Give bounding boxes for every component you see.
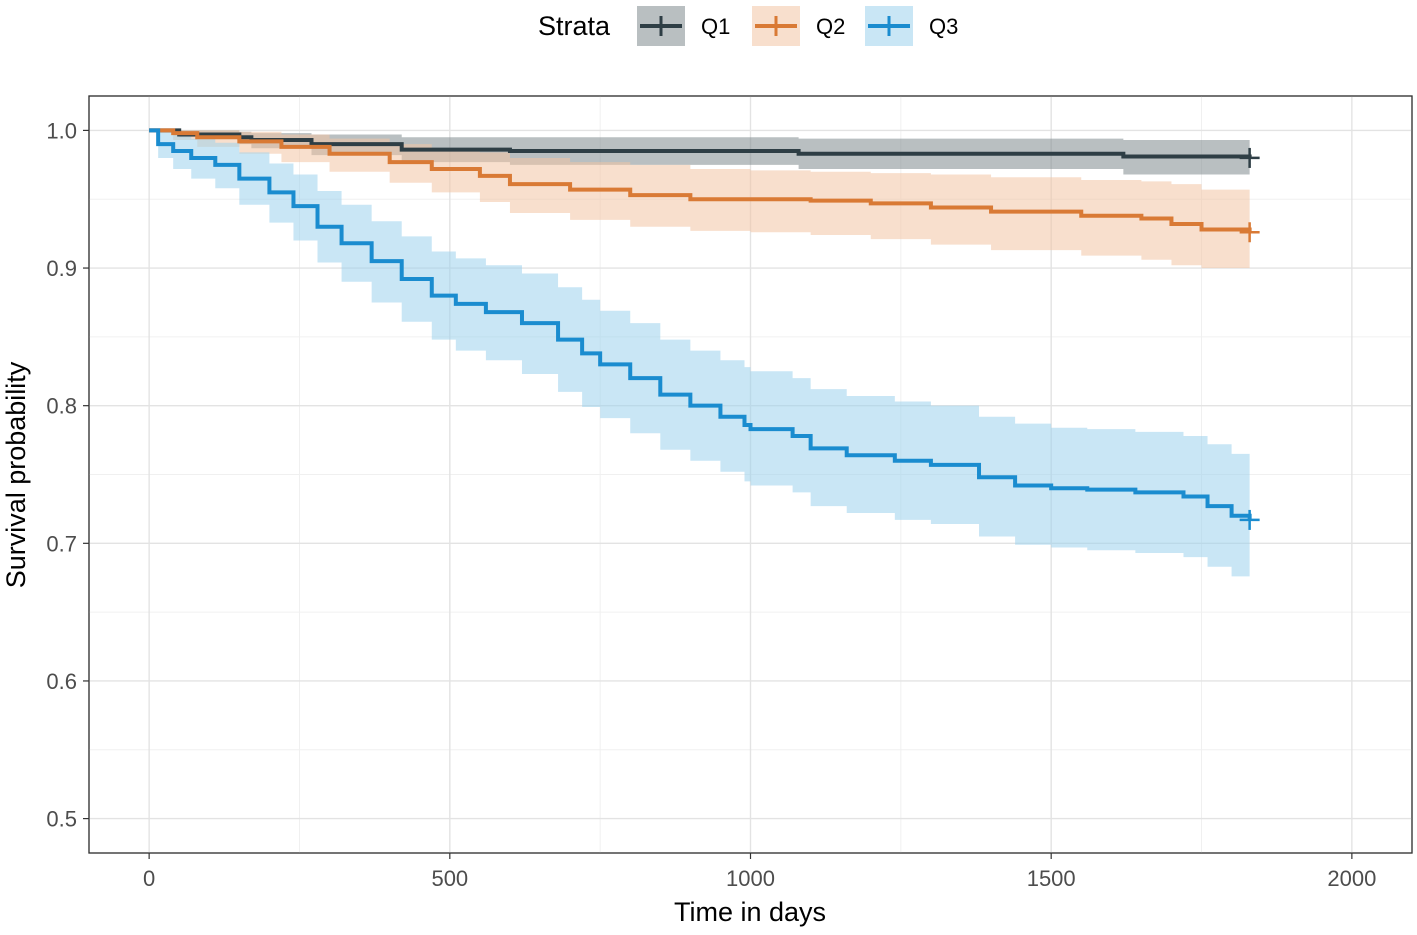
survival-line-q3 xyxy=(149,128,1252,520)
survival-line-q1 xyxy=(149,128,1252,159)
legend-label-q3: Q3 xyxy=(929,14,958,39)
ci-band-q3 xyxy=(149,130,1250,580)
x-tick-label: 2000 xyxy=(1327,866,1376,891)
survival-line-q2 xyxy=(149,128,1252,233)
x-tick-label: 0 xyxy=(143,866,155,891)
y-tick-label: 0.8 xyxy=(46,394,77,419)
legend-label-q2: Q2 xyxy=(816,14,845,39)
y-axis-ticks: 0.5 0.6 0.7 0.8 0.9 1.0 xyxy=(46,118,89,832)
x-tick-label: 500 xyxy=(431,866,468,891)
censor-marks xyxy=(1239,147,1260,530)
y-axis-title: Survival probability xyxy=(1,361,31,588)
y-tick-label: 0.5 xyxy=(46,807,77,832)
x-tick-label: 1500 xyxy=(1027,866,1076,891)
ci-band-q1 xyxy=(149,130,1250,176)
legend-title: Strata xyxy=(538,11,611,41)
survival-curves xyxy=(149,128,1252,520)
legend-label-q1: Q1 xyxy=(701,14,730,39)
y-tick-label: 0.9 xyxy=(46,256,77,281)
legend: Strata Q1 Q2 Q3 xyxy=(538,6,958,46)
y-tick-label: 0.7 xyxy=(46,531,77,556)
x-axis-title: Time in days xyxy=(674,897,826,927)
y-tick-label: 1.0 xyxy=(46,118,77,143)
y-tick-label: 0.6 xyxy=(46,669,77,694)
x-axis-ticks: 0 500 1000 1500 2000 xyxy=(143,853,1376,891)
x-tick-label: 1000 xyxy=(726,866,775,891)
